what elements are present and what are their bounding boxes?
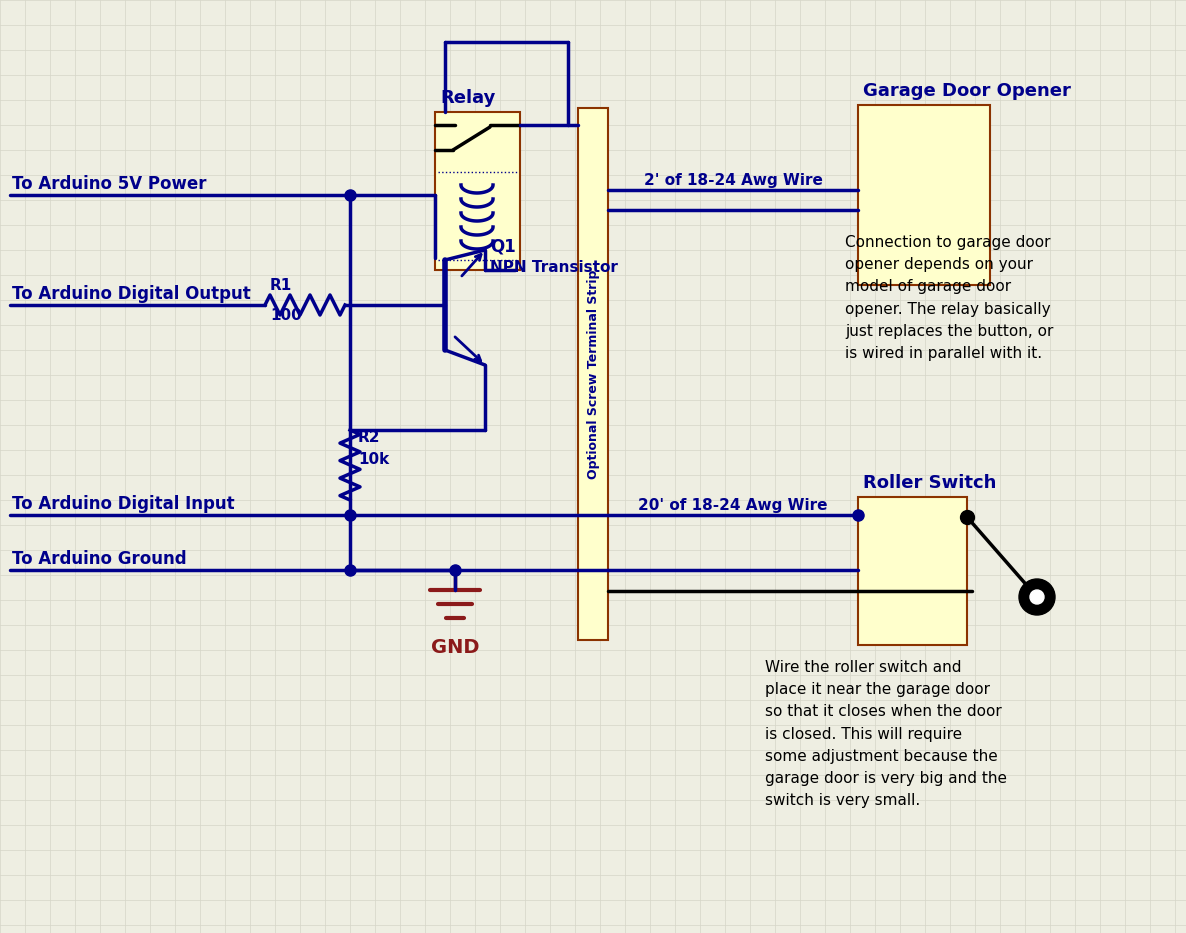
Text: Relay: Relay — [440, 89, 496, 107]
Text: GND: GND — [431, 638, 479, 657]
Text: Garage Door Opener: Garage Door Opener — [863, 82, 1071, 100]
Text: R2: R2 — [358, 430, 381, 445]
Text: R1: R1 — [270, 278, 292, 293]
Text: Wire the roller switch and
place it near the garage door
so that it closes when : Wire the roller switch and place it near… — [765, 660, 1007, 808]
Text: Connection to garage door
opener depends on your
model of garage door
opener. Th: Connection to garage door opener depends… — [844, 235, 1053, 361]
Text: 10k: 10k — [358, 452, 389, 467]
Bar — [435, 112, 519, 270]
Text: 2' of 18-24 Awg Wire: 2' of 18-24 Awg Wire — [644, 173, 822, 188]
Text: 100: 100 — [270, 308, 301, 323]
Bar — [578, 108, 608, 640]
Circle shape — [1029, 590, 1044, 604]
Circle shape — [1019, 579, 1056, 615]
Text: Optional Screw Terminal Strip: Optional Screw Terminal Strip — [587, 270, 599, 479]
Bar — [857, 497, 967, 645]
Text: To Arduino 5V Power: To Arduino 5V Power — [12, 175, 206, 193]
Text: To Arduino Digital Input: To Arduino Digital Input — [12, 495, 235, 513]
Text: NPN Transistor: NPN Transistor — [490, 260, 618, 275]
Bar — [857, 105, 990, 285]
Text: Roller Switch: Roller Switch — [863, 474, 996, 492]
Text: Q1: Q1 — [490, 237, 516, 255]
Text: To Arduino Digital Output: To Arduino Digital Output — [12, 285, 250, 303]
Text: To Arduino Ground: To Arduino Ground — [12, 550, 186, 568]
Text: 20' of 18-24 Awg Wire: 20' of 18-24 Awg Wire — [638, 498, 828, 513]
